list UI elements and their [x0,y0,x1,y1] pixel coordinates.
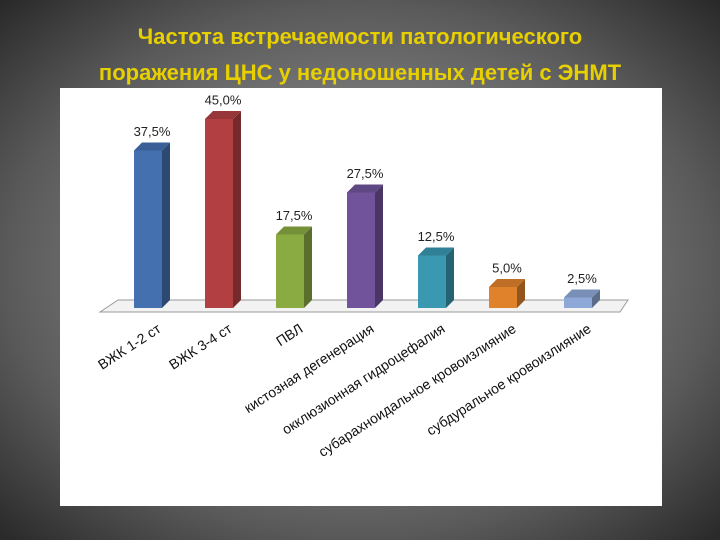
value-label: 12,5% [418,229,455,244]
bar-side [162,142,170,308]
bar-side [517,279,525,308]
bar-top [564,289,600,298]
bar [347,192,375,308]
bar-side [375,184,383,308]
value-label: 27,5% [347,166,384,181]
bar-side [304,226,312,308]
bar [418,255,446,308]
bar [489,287,517,308]
title-line: Частота встречаемости патологического [138,24,582,49]
value-label: 45,0% [205,92,242,107]
bar [205,119,233,308]
value-label: 17,5% [276,208,313,223]
bar-top [489,279,525,287]
bar-side [446,247,454,308]
bar-top [276,226,312,235]
bar [134,150,162,308]
bar-top [418,247,454,256]
value-label: 5,0% [492,260,522,275]
bar-top [134,142,170,151]
bar-side [233,111,241,308]
title-line: поражения ЦНС у недоношенных детей с ЭНМ… [99,60,622,85]
value-label: 2,5% [567,271,597,286]
bar [564,297,592,308]
value-label: 37,5% [134,124,171,139]
bar-top [347,184,383,193]
bar-top [205,111,241,119]
bar [276,234,304,308]
bar-side [592,289,600,308]
